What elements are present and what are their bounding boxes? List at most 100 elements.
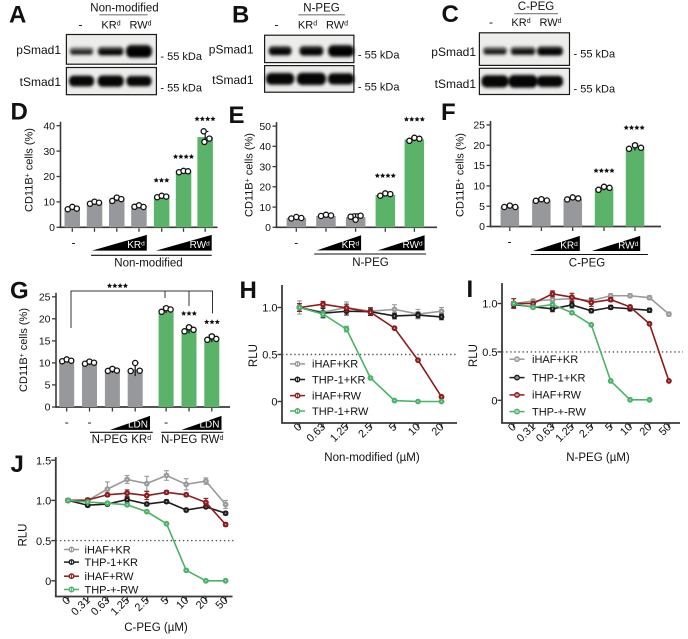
svg-text:40: 40 — [43, 120, 55, 132]
svg-text:20: 20 — [39, 314, 51, 326]
svg-text:tSmad1: tSmad1 — [435, 77, 477, 91]
svg-text:- 55 kDa: - 55 kDa — [160, 83, 202, 95]
svg-text:J: J — [11, 451, 24, 478]
svg-text:C-PEG (µM): C-PEG (µM) — [124, 622, 188, 634]
svg-text:-: - — [508, 235, 512, 249]
svg-text:- 55 kDa: - 55 kDa — [358, 50, 400, 62]
svg-text:THP-+-RW: THP-+-RW — [85, 584, 139, 596]
svg-text:H: H — [240, 277, 257, 304]
svg-text:C-PEG: C-PEG — [569, 258, 605, 270]
svg-text:pSmad1: pSmad1 — [16, 43, 61, 57]
svg-text:-: - — [88, 415, 92, 429]
svg-text:10: 10 — [39, 358, 51, 370]
svg-text:Non-modified (µM): Non-modified (µM) — [324, 452, 420, 464]
svg-text:0: 0 — [265, 222, 271, 234]
svg-text:N-PEG: N-PEG — [352, 257, 388, 269]
svg-text:G: G — [10, 278, 29, 305]
svg-text:RWd: RWd — [129, 20, 151, 32]
svg-text:C-PEG: C-PEG — [518, 1, 554, 13]
svg-text:Non-modified: Non-modified — [114, 257, 182, 269]
svg-text:-: - — [275, 18, 279, 32]
svg-text:RLU: RLU — [248, 344, 260, 367]
svg-text:1.0: 1.0 — [482, 299, 497, 311]
svg-text:10: 10 — [473, 181, 485, 193]
svg-text:-: - — [489, 15, 493, 29]
svg-text:THP-1+KR: THP-1+KR — [85, 557, 139, 569]
svg-text:tSmad1: tSmad1 — [212, 73, 254, 87]
svg-text:THP-1+KR: THP-1+KR — [312, 374, 366, 386]
svg-text:5: 5 — [45, 380, 51, 392]
svg-text:RWd: RWd — [618, 241, 638, 252]
svg-text:RWd: RWd — [402, 240, 422, 251]
svg-text:-: - — [65, 415, 69, 429]
svg-text:N-PEG RWd: N-PEG RWd — [161, 434, 224, 446]
svg-text:0: 0 — [49, 222, 55, 234]
svg-text:1.0: 1.0 — [262, 303, 277, 315]
svg-text:0: 0 — [491, 396, 497, 408]
svg-text:0: 0 — [271, 397, 277, 409]
svg-text:30: 30 — [259, 161, 271, 173]
svg-text:0: 0 — [45, 576, 51, 588]
svg-text:1.5: 1.5 — [36, 455, 51, 467]
svg-text:KRd: KRd — [560, 241, 578, 252]
svg-text:10: 10 — [43, 197, 55, 209]
svg-text:20: 20 — [473, 140, 485, 152]
svg-text:0.5: 0.5 — [36, 536, 51, 548]
svg-text:iHAF+RW: iHAF+RW — [85, 571, 135, 583]
svg-text:iHAF+KR: iHAF+KR — [312, 359, 358, 371]
svg-text:tSmad1: tSmad1 — [20, 75, 62, 89]
svg-text:CD11B+ cells (%): CD11B+ cells (%) — [244, 133, 256, 217]
svg-text:RWd: RWd — [326, 20, 348, 32]
svg-text:-: - — [72, 235, 76, 249]
svg-text:A: A — [9, 2, 26, 29]
svg-text:0: 0 — [479, 221, 485, 233]
svg-text:30: 30 — [43, 146, 55, 158]
svg-text:0: 0 — [45, 402, 51, 414]
svg-text:RWd: RWd — [190, 240, 210, 251]
svg-text:25: 25 — [473, 120, 485, 132]
svg-text:iHAF+RW: iHAF+RW — [532, 390, 582, 402]
svg-text:iHAF+KR: iHAF+KR — [532, 354, 578, 366]
svg-text:KRd: KRd — [342, 240, 360, 251]
svg-text:THP-+-RW: THP-+-RW — [532, 406, 586, 418]
svg-text:Non-modified: Non-modified — [90, 2, 158, 14]
svg-text:CD11B+ cells (%): CD11B+ cells (%) — [18, 308, 30, 392]
svg-text:20: 20 — [259, 182, 271, 194]
svg-text:-: - — [164, 415, 168, 429]
svg-text:D: D — [11, 99, 28, 126]
svg-text:iHAF+KR: iHAF+KR — [85, 544, 131, 556]
svg-text:RWd: RWd — [539, 17, 561, 29]
svg-text:15: 15 — [473, 160, 485, 172]
svg-text:LDN: LDN — [128, 419, 148, 430]
svg-text:N-PEG KRd: N-PEG KRd — [92, 434, 152, 446]
svg-text:B: B — [232, 1, 249, 28]
svg-text:5: 5 — [479, 201, 485, 213]
svg-text:- 55 kDa: - 55 kDa — [574, 49, 616, 61]
svg-text:THP-1+KR: THP-1+KR — [532, 372, 586, 384]
svg-text:CD11B+ cells (%): CD11B+ cells (%) — [455, 133, 467, 217]
svg-text:1.0: 1.0 — [36, 496, 51, 508]
svg-text:KRd: KRd — [127, 240, 145, 251]
svg-text:pSmad1: pSmad1 — [431, 45, 476, 59]
svg-text:RLU: RLU — [18, 523, 30, 546]
svg-text:THP-1+RW: THP-1+RW — [312, 406, 369, 418]
svg-text:- 55 kDa: - 55 kDa — [574, 84, 616, 96]
svg-text:LDN: LDN — [199, 419, 219, 430]
svg-text:50: 50 — [259, 121, 271, 133]
svg-text:C: C — [442, 1, 459, 28]
svg-text:E: E — [229, 102, 245, 129]
svg-text:pSmad1: pSmad1 — [209, 43, 254, 57]
svg-text:40: 40 — [259, 141, 271, 153]
svg-text:10: 10 — [259, 202, 271, 214]
svg-text:KRd: KRd — [298, 20, 317, 32]
svg-text:20: 20 — [43, 171, 55, 183]
svg-text:KRd: KRd — [511, 17, 530, 29]
svg-text:0.5: 0.5 — [262, 350, 277, 362]
svg-text:iHAF+RW: iHAF+RW — [312, 390, 362, 402]
svg-text:RLU: RLU — [468, 344, 480, 367]
svg-text:KRd: KRd — [101, 20, 120, 32]
svg-text:15: 15 — [39, 336, 51, 348]
svg-text:25: 25 — [39, 291, 51, 303]
svg-text:F: F — [441, 99, 456, 126]
svg-text:- 55 kDa: - 55 kDa — [358, 82, 400, 94]
